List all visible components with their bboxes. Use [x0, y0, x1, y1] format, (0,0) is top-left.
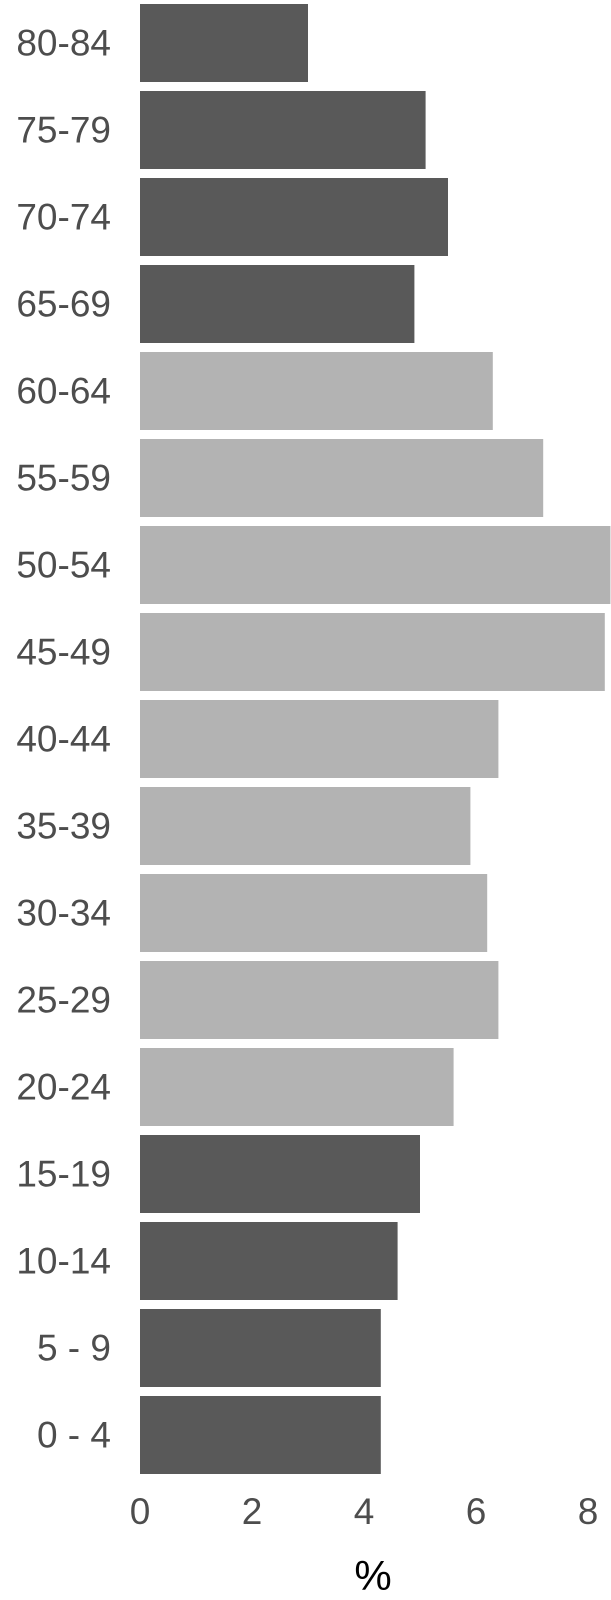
bar-35-39	[140, 787, 471, 865]
bar-80-84	[140, 4, 308, 82]
y-tick-label: 30-34	[16, 893, 111, 934]
bar-0-4	[140, 1396, 381, 1474]
x-axis-title: %	[354, 1552, 391, 1599]
y-tick-label: 10-14	[16, 1241, 111, 1282]
y-tick-label: 5 - 9	[37, 1328, 111, 1369]
bar-10-14	[140, 1222, 398, 1300]
bar-45-49	[140, 613, 605, 691]
y-tick-label: 50-54	[16, 545, 111, 586]
y-tick-label: 60-64	[16, 371, 111, 412]
bar-70-74	[140, 178, 448, 256]
bar-15-19	[140, 1135, 420, 1213]
y-tick-label: 25-29	[16, 980, 111, 1021]
y-tick-label: 70-74	[16, 197, 111, 238]
bar-40-44	[140, 700, 499, 778]
x-tick-label: 6	[466, 1491, 487, 1532]
bars-group	[140, 4, 611, 1474]
y-axis-tick-labels: 0 - 4 5 - 9 10-14 15-19 20-24 25-29 30-34 35-39…	[16, 23, 111, 1456]
bar-75-79	[140, 91, 426, 169]
bar-50-54	[140, 526, 611, 604]
y-tick-label: 15-19	[16, 1154, 111, 1195]
x-tick-label: 8	[578, 1491, 599, 1532]
y-tick-label: 40-44	[16, 719, 111, 760]
x-tick-label: 4	[354, 1491, 375, 1532]
bar-25-29	[140, 961, 499, 1039]
y-tick-label: 80-84	[16, 23, 111, 64]
bar-65-69	[140, 265, 415, 343]
bar-55-59	[140, 439, 544, 517]
y-tick-label: 0 - 4	[37, 1415, 111, 1456]
y-tick-label: 20-24	[16, 1067, 111, 1108]
y-tick-label: 65-69	[16, 284, 111, 325]
x-tick-label: 0	[130, 1491, 151, 1532]
bar-5-9	[140, 1309, 381, 1387]
bar-20-24	[140, 1048, 454, 1126]
y-tick-label: 55-59	[16, 458, 111, 499]
bar-30-34	[140, 874, 488, 952]
y-tick-label: 75-79	[16, 110, 111, 151]
y-tick-label: 35-39	[16, 806, 111, 847]
x-axis-tick-labels: 0 2 4 6 8	[130, 1491, 599, 1532]
y-tick-label: 45-49	[16, 632, 111, 673]
x-tick-label: 2	[242, 1491, 263, 1532]
bar-60-64	[140, 352, 493, 430]
